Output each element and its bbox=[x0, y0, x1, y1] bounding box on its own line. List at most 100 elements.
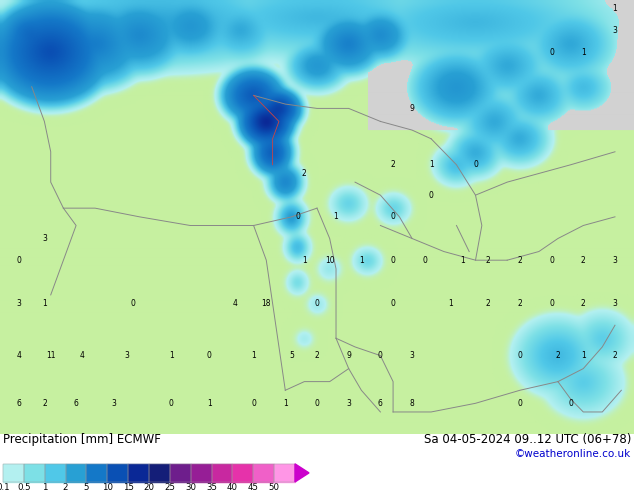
Text: 2: 2 bbox=[517, 299, 522, 308]
Text: 0: 0 bbox=[549, 48, 554, 56]
Text: 1: 1 bbox=[448, 299, 453, 308]
Text: 1: 1 bbox=[42, 299, 47, 308]
Bar bbox=[212, 464, 233, 482]
Text: 2: 2 bbox=[486, 256, 491, 265]
Bar bbox=[191, 464, 212, 482]
Text: 5: 5 bbox=[289, 351, 294, 360]
Text: 2: 2 bbox=[486, 299, 491, 308]
Text: 0: 0 bbox=[16, 256, 22, 265]
Text: 6: 6 bbox=[74, 399, 79, 408]
Text: 10: 10 bbox=[325, 256, 335, 265]
Text: 45: 45 bbox=[248, 484, 259, 490]
Text: 6: 6 bbox=[16, 399, 22, 408]
Bar bbox=[233, 464, 254, 482]
Text: 4: 4 bbox=[16, 351, 22, 360]
Text: 9: 9 bbox=[410, 104, 415, 113]
Text: 1: 1 bbox=[581, 351, 586, 360]
Bar bbox=[86, 464, 107, 482]
Text: 0: 0 bbox=[422, 256, 427, 265]
Text: 1: 1 bbox=[207, 399, 212, 408]
Text: 1: 1 bbox=[302, 256, 307, 265]
Text: 2: 2 bbox=[581, 256, 586, 265]
Bar bbox=[254, 464, 274, 482]
Text: 4: 4 bbox=[232, 299, 237, 308]
Text: 0: 0 bbox=[378, 351, 383, 360]
Text: 0: 0 bbox=[391, 256, 396, 265]
Text: 15: 15 bbox=[122, 484, 134, 490]
Text: 4: 4 bbox=[80, 351, 85, 360]
Text: 1: 1 bbox=[251, 351, 256, 360]
Text: 1: 1 bbox=[333, 212, 339, 221]
Text: 1: 1 bbox=[612, 4, 618, 13]
Bar bbox=[233, 464, 254, 482]
Text: 0: 0 bbox=[517, 399, 522, 408]
Text: 0: 0 bbox=[314, 399, 320, 408]
Text: 0: 0 bbox=[517, 351, 522, 360]
Bar bbox=[45, 464, 65, 482]
Text: 35: 35 bbox=[206, 484, 217, 490]
Text: 6: 6 bbox=[378, 399, 383, 408]
Text: 3: 3 bbox=[346, 399, 351, 408]
Text: 0: 0 bbox=[131, 299, 136, 308]
Text: 2: 2 bbox=[314, 351, 320, 360]
Bar bbox=[24, 464, 45, 482]
Bar bbox=[191, 464, 212, 482]
Text: ©weatheronline.co.uk: ©weatheronline.co.uk bbox=[515, 449, 631, 459]
Text: 2: 2 bbox=[581, 299, 586, 308]
Bar bbox=[212, 464, 233, 482]
Bar bbox=[3, 464, 24, 482]
Text: 40: 40 bbox=[227, 484, 238, 490]
Text: 0: 0 bbox=[473, 160, 478, 169]
Text: 0.5: 0.5 bbox=[17, 484, 30, 490]
Bar bbox=[86, 464, 107, 482]
Text: 25: 25 bbox=[164, 484, 176, 490]
Text: 0: 0 bbox=[549, 256, 554, 265]
Bar bbox=[3, 464, 24, 482]
Text: 2: 2 bbox=[517, 256, 522, 265]
Text: 1: 1 bbox=[429, 160, 434, 169]
Bar bbox=[274, 464, 295, 482]
Text: 3: 3 bbox=[16, 299, 22, 308]
Text: 2: 2 bbox=[555, 351, 560, 360]
Text: 1: 1 bbox=[42, 484, 48, 490]
Text: 0.1: 0.1 bbox=[0, 484, 10, 490]
Text: 0: 0 bbox=[207, 351, 212, 360]
Bar bbox=[45, 464, 65, 482]
Text: 0: 0 bbox=[251, 399, 256, 408]
Text: 1: 1 bbox=[581, 48, 586, 56]
Text: 2: 2 bbox=[42, 399, 47, 408]
Text: 1: 1 bbox=[169, 351, 174, 360]
Text: 10: 10 bbox=[102, 484, 113, 490]
Text: 1: 1 bbox=[283, 399, 288, 408]
Text: 0: 0 bbox=[391, 299, 396, 308]
Bar bbox=[128, 464, 149, 482]
Text: 2: 2 bbox=[612, 351, 618, 360]
Bar bbox=[274, 464, 295, 482]
Text: 2: 2 bbox=[391, 160, 396, 169]
Text: 3: 3 bbox=[124, 351, 129, 360]
Bar bbox=[65, 464, 86, 482]
Text: 50: 50 bbox=[269, 484, 280, 490]
Bar bbox=[149, 464, 170, 482]
Text: 1: 1 bbox=[359, 256, 364, 265]
Text: 20: 20 bbox=[143, 484, 155, 490]
Text: 0: 0 bbox=[568, 399, 573, 408]
Text: 3: 3 bbox=[612, 26, 618, 35]
Text: 18: 18 bbox=[262, 299, 271, 308]
Text: 2: 2 bbox=[63, 484, 68, 490]
Text: Precipitation [mm] ECMWF: Precipitation [mm] ECMWF bbox=[3, 433, 161, 446]
Bar bbox=[170, 464, 191, 482]
Text: 0: 0 bbox=[169, 399, 174, 408]
Bar bbox=[128, 464, 149, 482]
Bar bbox=[149, 464, 170, 482]
Text: 8: 8 bbox=[410, 399, 415, 408]
Text: 0: 0 bbox=[391, 212, 396, 221]
Text: 0: 0 bbox=[295, 212, 301, 221]
Text: 0: 0 bbox=[314, 299, 320, 308]
Text: 0: 0 bbox=[429, 191, 434, 199]
Text: 3: 3 bbox=[42, 234, 47, 243]
Text: 30: 30 bbox=[185, 484, 196, 490]
Text: 3: 3 bbox=[612, 299, 618, 308]
Polygon shape bbox=[295, 464, 309, 482]
Bar bbox=[65, 464, 86, 482]
